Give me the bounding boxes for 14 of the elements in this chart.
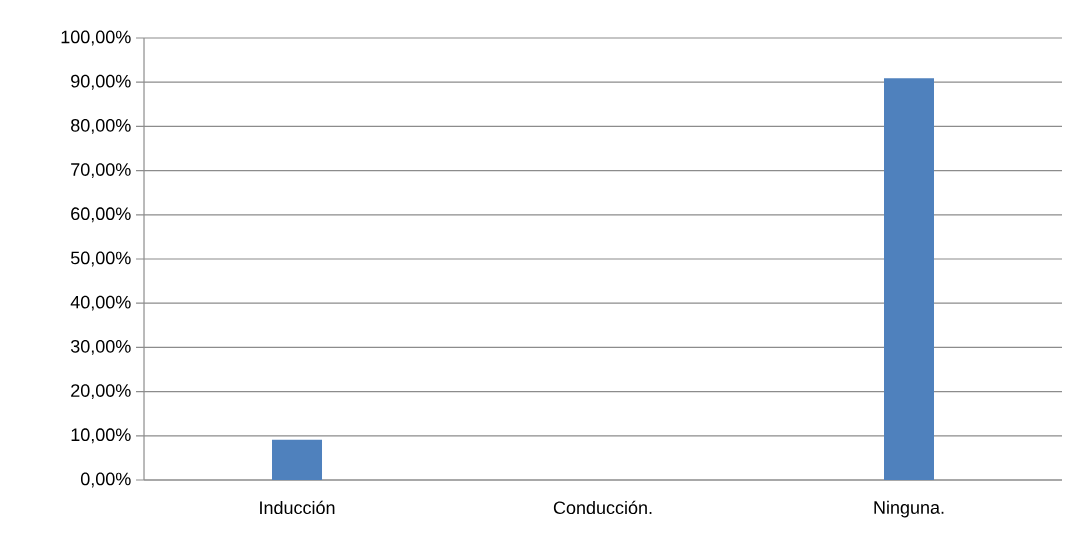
- y-tick-label: 60,00%: [71, 207, 131, 223]
- y-tick-label: 30,00%: [70, 339, 131, 355]
- y-tick-label: 50,00%: [70, 251, 131, 267]
- x-tick-label: Inducción: [260, 500, 335, 515]
- y-tick-label: 10,00%: [71, 428, 131, 444]
- y-tick-label: 90,00%: [71, 74, 131, 90]
- x-tick-label: Conducción.: [553, 500, 652, 515]
- x-tick-label: Ninguna.: [874, 500, 944, 518]
- y-tick-label: 80,00%: [71, 118, 131, 134]
- y-tick-label: 0,00%: [80, 472, 131, 488]
- y-tick-label: 20,00%: [71, 384, 131, 400]
- y-tick-label: 100,00%: [61, 30, 131, 46]
- y-tick-label: 70,00%: [71, 163, 131, 179]
- y-tick-label: 40,00%: [70, 295, 131, 311]
